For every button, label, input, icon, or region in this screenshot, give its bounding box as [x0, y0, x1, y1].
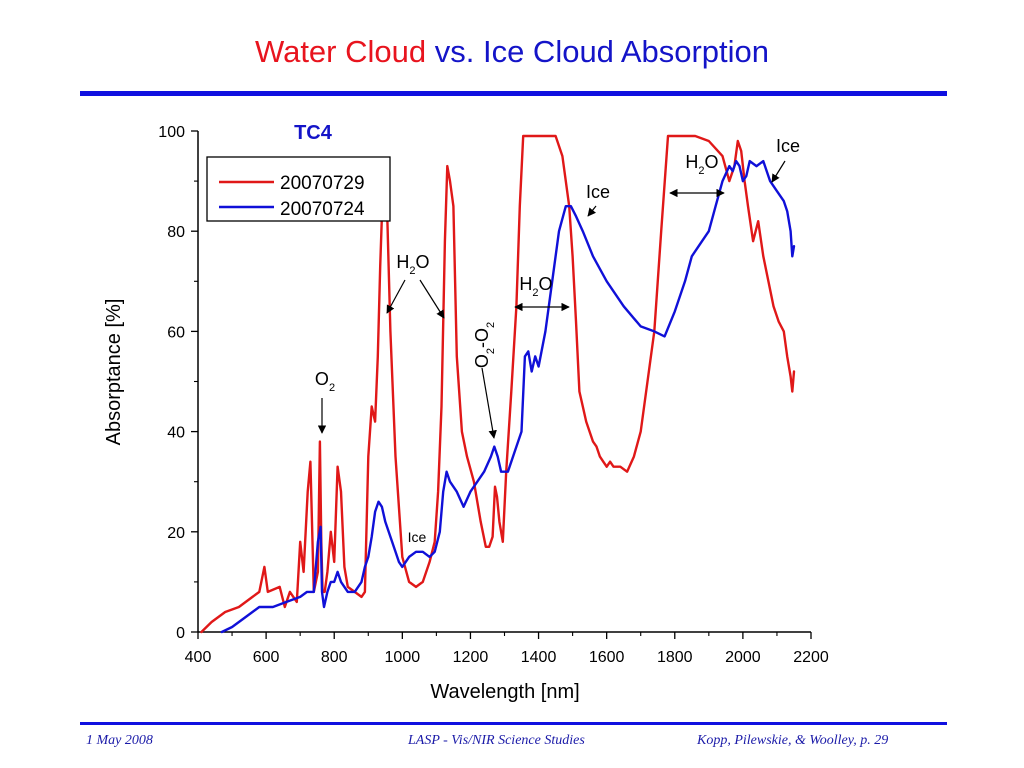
- annotation-label: H2O: [396, 252, 429, 277]
- axes: 400 600 800 1000 1200 1400 1600 1800 2000 2200 0 20…: [158, 124, 829, 666]
- footer-center-text: LASP - Vis/NIR Science Studies: [408, 733, 585, 748]
- x-tick-label: 1600: [589, 649, 625, 666]
- annotation-arrow: [419, 279, 445, 319]
- footer-rule: [80, 722, 947, 725]
- legend: 20070729 20070724: [206, 156, 391, 222]
- annotation-label: Ice: [776, 136, 800, 156]
- x-tick-label: 800: [321, 649, 348, 666]
- x-tick-label: 1800: [657, 649, 693, 666]
- x-tick-label: 2000: [725, 649, 761, 666]
- x-tick-label: 1200: [453, 649, 489, 666]
- y-axis-label: Absorptance [%]: [103, 299, 125, 446]
- series-layer: [200, 134, 796, 634]
- legend-label-20070724: 20070724: [280, 199, 365, 220]
- x-tick-label: 1000: [385, 649, 421, 666]
- annotation-label: O2: [315, 369, 335, 394]
- x-tick-label: 400: [185, 649, 212, 666]
- chart-title: TC4: [294, 122, 333, 144]
- x-tick-label: 600: [253, 649, 280, 666]
- footer-date: 1 May 2008: [86, 733, 153, 748]
- absorptance-chart: 400 600 800 1000 1200 1400 1600 1800 2000 2200 0 20…: [103, 122, 829, 703]
- legend-label-20070729: 20070729: [280, 173, 365, 194]
- footer-authors: Kopp, Pilewskie, & Woolley, p. 29: [697, 733, 889, 748]
- annotation-arrow: [771, 160, 786, 183]
- x-tick-label: 2200: [793, 649, 829, 666]
- annotation-label: O2-O2: [472, 322, 497, 368]
- y-tick-label: 0: [176, 625, 185, 642]
- y-tick-label: 60: [167, 324, 185, 341]
- series-line-20070724: [220, 159, 796, 634]
- annotation-label: H2O: [685, 152, 718, 177]
- annotation-arrow: [587, 205, 597, 217]
- annotation-label: Ice: [408, 529, 427, 545]
- annotations: O2 H2O Ice O2-O2 H2O Ice H2O Ice: [315, 136, 800, 545]
- x-tick-label: 1400: [521, 649, 557, 666]
- annotation-label: H2O: [519, 274, 552, 299]
- y-tick-label: 20: [167, 525, 185, 542]
- annotation-arrow: [481, 367, 497, 439]
- y-tick-label: 100: [158, 124, 185, 141]
- legend-box: [206, 156, 391, 222]
- slide-title-water-cloud: Water Cloud: [254, 34, 427, 69]
- x-axis-label: Wavelength [nm]: [430, 681, 579, 703]
- slide-title: Water Cloud vs. Ice Cloud Absorption: [0, 30, 1024, 74]
- annotation-label: Ice: [586, 182, 610, 202]
- header-rule: [80, 91, 947, 96]
- slide-title-rest: vs. Ice Cloud Absorption: [434, 34, 770, 69]
- y-tick-label: 40: [167, 425, 185, 442]
- y-tick-label: 80: [167, 224, 185, 241]
- annotation-arrow: [386, 279, 406, 314]
